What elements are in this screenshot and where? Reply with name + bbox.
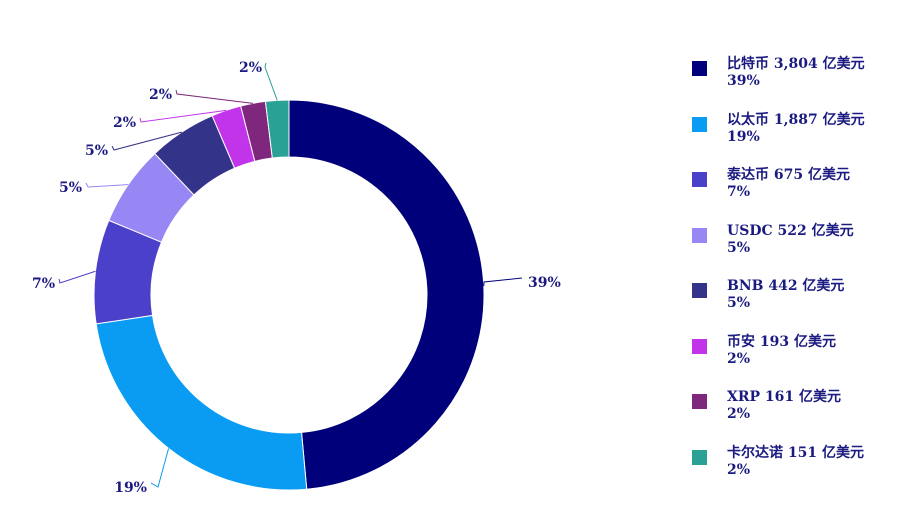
leader-line [58,270,96,284]
percent-label: 2% [113,115,136,131]
legend-item[interactable]: 泰达币 675 亿美元 7% [692,167,907,223]
legend-swatch [692,338,707,354]
legend-item[interactable]: USDC 522 亿美元 5% [692,223,907,279]
donut-slice[interactable] [288,99,485,490]
legend-label: 币安 193 亿美元 2% [727,334,836,368]
percent-labels: 39% 19% 7% 5% 5% 2% 2% 2% [32,60,561,496]
legend-swatch [692,116,707,132]
legend-label: 卡尔达诺 151 亿美元 2% [727,445,864,479]
legend-percent: 5% [727,239,751,256]
legend-item[interactable]: 以太币 1,887 亿美元 19% [692,112,907,168]
legend-label: 以太币 1,887 亿美元 19% [727,112,865,146]
legend-name-amount: 以太币 1,887 亿美元 [727,111,865,128]
legend-percent: 39% [727,73,760,89]
legend-name-amount: 泰达币 675 亿美元 [727,167,850,183]
percent-label: 5% [59,180,82,196]
percent-label: 2% [149,87,172,103]
legend-item[interactable]: BNB 442 亿美元 5% [692,278,907,334]
legend-swatch [692,394,707,409]
leader-line [139,109,227,123]
legend-swatch [692,172,707,187]
percent-label: 19% [114,480,147,496]
leader-line [264,62,278,101]
legend-label: BNB 442 亿美元 5% [727,278,844,312]
percent-label: 7% [32,276,55,292]
leader-line [175,89,254,104]
leader-line [111,131,182,151]
legend-item[interactable]: 卡尔达诺 151 亿美元 2% [692,445,907,501]
legend-swatch [692,283,707,298]
donut-slice[interactable] [264,99,290,159]
donut-slices [93,99,485,491]
leader-line [483,277,523,287]
legend-name-amount: 比特币 3,804 亿美元 [727,56,865,72]
legend-label: 泰达币 675 亿美元 7% [727,167,850,201]
legend-name-amount: XRP 161 亿美元 [727,389,841,405]
percent-label: 2% [239,60,262,76]
legend-swatch [692,61,707,76]
legend-label: USDC 522 亿美元 5% [727,223,854,257]
legend-item[interactable]: 比特币 3,804 亿美元 39% [692,56,907,112]
legend-item[interactable]: 币安 193 亿美元 2% [692,334,907,390]
legend: 比特币 3,804 亿美元 39% 以太币 1,887 亿美元 19% 泰达币 675 … [692,56,907,500]
legend-label: XRP 161 亿美元 2% [727,389,841,423]
leader-line [85,182,129,188]
legend-name-amount: 币安 193 亿美元 [727,333,836,350]
percent-label: 5% [85,143,108,159]
legend-percent: 19% [727,128,760,145]
leader-lines [58,62,523,488]
legend-percent: 7% [727,184,751,200]
percent-label: 39% [528,275,561,291]
legend-name-amount: USDC 522 亿美元 [727,222,854,239]
legend-swatch [692,449,707,465]
leader-line [150,448,170,488]
legend-name-amount: BNB 442 亿美元 [727,278,845,294]
legend-percent: 2% [727,406,751,422]
legend-item[interactable]: XRP 161 亿美元 2% [692,389,907,445]
legend-swatch [692,227,707,243]
legend-name-amount: 卡尔达诺 151 亿美元 [727,444,864,461]
donut-slice[interactable] [95,314,308,491]
legend-percent: 5% [727,295,751,311]
legend-label: 比特币 3,804 亿美元 39% [727,56,865,90]
legend-percent: 2% [727,461,751,478]
legend-percent: 2% [727,350,751,367]
